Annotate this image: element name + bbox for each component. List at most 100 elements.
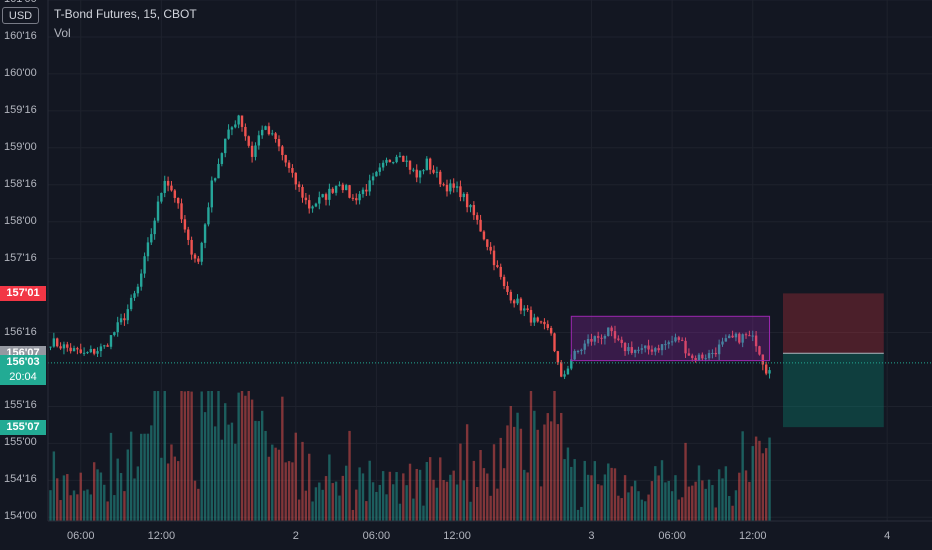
candle-body (200, 242, 203, 262)
volume-bar (539, 486, 543, 521)
volume-bar (264, 430, 267, 521)
candle-body (734, 333, 738, 338)
volume-bar (519, 428, 523, 521)
volume-bar (586, 474, 590, 521)
volume-bar (768, 437, 771, 521)
volume-bar (284, 462, 287, 521)
volume-bar (546, 413, 549, 521)
volume-bar (66, 474, 69, 521)
volume-bar (496, 488, 499, 521)
candle-body (583, 343, 586, 350)
candle-body (106, 345, 109, 347)
volume-bar (331, 483, 334, 521)
candle-body (586, 338, 590, 344)
candle-body (224, 138, 227, 154)
time-axis-label: 3 (588, 530, 595, 542)
chart-legend: T-Bond Futures, 15, CBOT Vol (54, 7, 197, 40)
candle-body (482, 231, 486, 240)
volume-bar (506, 425, 509, 521)
volume-bar (234, 443, 237, 521)
candle-body (721, 341, 724, 345)
volume-bar (536, 429, 539, 521)
volume-bar (603, 474, 607, 521)
volume-bar (758, 440, 761, 521)
volume-bar (281, 396, 284, 521)
candle-body (187, 229, 190, 240)
candle-body (509, 291, 513, 301)
volume-bar (89, 494, 93, 521)
candle-body (717, 344, 721, 355)
candle-body (365, 189, 368, 192)
volume-bar (533, 410, 536, 521)
candle-body (176, 197, 180, 204)
candle-body (617, 338, 620, 340)
volume-bar (250, 399, 254, 521)
volume-bar (751, 446, 754, 521)
volume-bar (207, 391, 210, 521)
volume-bar (72, 490, 76, 521)
short-position-target-zone (782, 353, 884, 428)
volume-bar (395, 472, 398, 521)
candle-body (250, 145, 254, 157)
candle-body (56, 338, 59, 347)
candle-body (533, 317, 536, 323)
price-axis-label: 159'16 (4, 103, 37, 116)
volume-bar (210, 391, 213, 521)
price-tag-value: 155'07 (6, 420, 40, 433)
volume-bar (291, 462, 294, 521)
candle-body (654, 348, 657, 352)
candle-body (600, 337, 603, 339)
volume-bar (341, 475, 345, 521)
candle-body (593, 336, 597, 342)
volume-bar (580, 506, 583, 521)
price-tag-value: 156'03 (6, 356, 40, 369)
candle-body (277, 139, 281, 147)
volume-bar (691, 485, 694, 521)
volume-bar (415, 468, 418, 521)
symbol-title[interactable]: T-Bond Futures, 15, CBOT (54, 7, 197, 21)
volume-bar (271, 444, 274, 521)
volume-bar (428, 457, 432, 521)
currency-badge[interactable]: USD (2, 7, 39, 24)
candle-body (180, 203, 183, 220)
candle-body (304, 197, 308, 201)
time-axis-label: 12:00 (147, 530, 176, 542)
candle-body (412, 169, 415, 171)
candle-body (670, 341, 674, 343)
candle-body (314, 203, 318, 207)
volume-bar (106, 501, 109, 521)
candle-body (418, 170, 422, 178)
candle-body (123, 318, 126, 321)
candle-body (603, 335, 607, 339)
candle-body (217, 163, 220, 179)
candle-body (449, 183, 452, 192)
volume-bar (140, 433, 143, 521)
candle-body (331, 188, 334, 193)
volume-bar (304, 490, 308, 521)
candle-body (526, 308, 529, 311)
volume-bar (650, 481, 654, 521)
candle-body (536, 317, 539, 322)
volume-bar (687, 486, 691, 521)
candle-body (395, 156, 398, 163)
volume-bar (277, 449, 281, 521)
candle-body (553, 333, 556, 352)
volume-bar (647, 494, 650, 521)
candle-body (711, 352, 714, 354)
volume-bar (620, 498, 623, 521)
drawing-overlays[interactable] (570, 293, 884, 428)
volume-bar (476, 487, 479, 521)
volume-bar (213, 426, 217, 521)
candle-body (156, 201, 160, 221)
volume-legend-label[interactable]: Vol (54, 26, 71, 40)
candle-body (519, 298, 523, 311)
candle-body (173, 190, 177, 198)
volume-bar (86, 489, 89, 521)
candle-body (623, 343, 627, 352)
volume-bar (297, 499, 301, 521)
volume-bar (371, 482, 375, 521)
volume-bar (92, 462, 96, 521)
volume-bar (146, 433, 150, 521)
price-axis-label: 157'16 (4, 251, 37, 264)
